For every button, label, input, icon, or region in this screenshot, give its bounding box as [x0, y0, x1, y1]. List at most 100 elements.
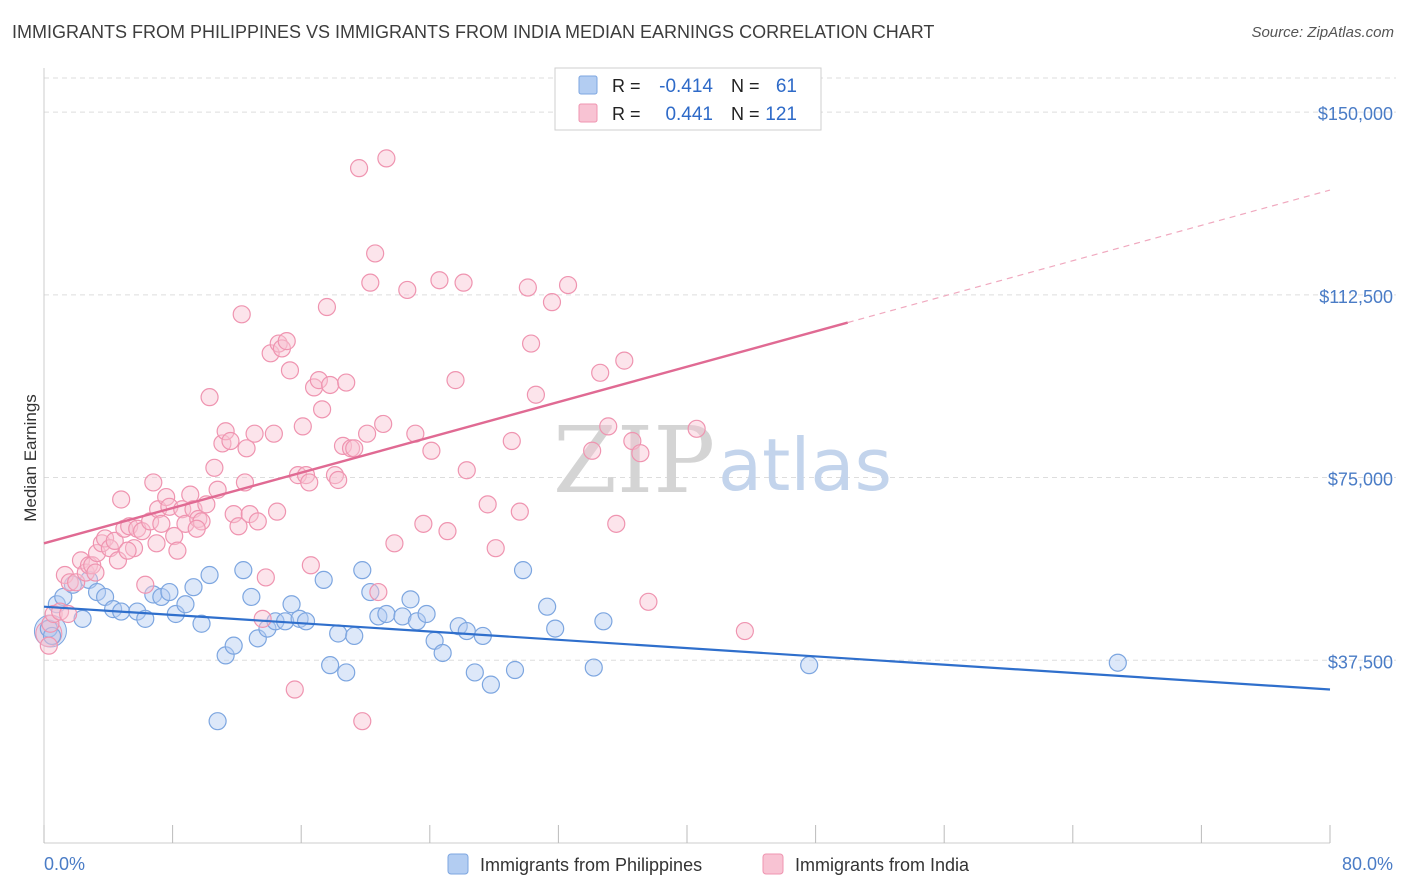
point-india — [317, 297, 337, 317]
point-india — [414, 514, 433, 533]
point-india — [430, 271, 449, 290]
stats-n-label-philippines: N = — [731, 76, 760, 96]
point-india — [301, 556, 320, 575]
stats-n-label-india: N = — [731, 104, 760, 124]
point-india — [205, 458, 224, 477]
x-tick-label-max: 80.0% — [1342, 854, 1393, 874]
point-india — [256, 568, 275, 587]
watermark-atlas: atlas — [718, 423, 892, 507]
point-india — [518, 278, 537, 297]
point-india — [187, 519, 206, 538]
point-india — [152, 514, 171, 533]
x-tick-label-min: 0.0% — [44, 854, 85, 874]
point-philippines — [160, 582, 179, 602]
point-india — [687, 419, 706, 438]
point-india — [300, 473, 319, 492]
point-india — [583, 441, 602, 460]
point-philippines — [329, 624, 348, 643]
point-india — [168, 541, 187, 560]
point-india — [502, 431, 521, 451]
point-india — [486, 539, 505, 558]
point-india — [245, 424, 264, 443]
point-philippines — [513, 561, 533, 580]
stats-swatch-philippines — [578, 75, 598, 95]
point-philippines — [546, 619, 565, 638]
point-india — [277, 332, 296, 351]
point-india — [615, 351, 634, 370]
point-india — [398, 280, 417, 300]
point-india — [369, 582, 388, 602]
point-india — [329, 470, 348, 490]
stats-legend: R = -0.414 N = 61 R = 0.441 N = 121 — [554, 67, 822, 131]
point-india — [385, 534, 404, 553]
point-india — [229, 517, 248, 536]
point-philippines — [184, 578, 203, 597]
point-india — [200, 388, 219, 407]
point-india — [366, 244, 385, 263]
legend-label-philippines: Immigrants from Philippines — [480, 855, 702, 875]
point-philippines — [584, 658, 603, 677]
point-philippines — [345, 626, 364, 646]
stats-r-label-philippines: R = — [612, 76, 641, 96]
point-philippines — [800, 656, 819, 675]
point-philippines — [457, 621, 476, 641]
point-philippines — [505, 660, 525, 680]
point-philippines — [481, 675, 500, 694]
point-india — [377, 149, 396, 168]
legend-label-india: Immigrants from India — [795, 855, 970, 875]
point-india — [457, 461, 476, 480]
trend-lines — [43, 189, 1331, 691]
point-india — [349, 159, 369, 178]
y-tick-label: $75,000 — [1328, 470, 1393, 490]
point-india — [253, 609, 272, 628]
stats-r-label-india: R = — [612, 104, 641, 124]
point-philippines — [176, 595, 195, 614]
point-india — [361, 273, 380, 292]
stats-r-value-philippines: -0.414 — [659, 76, 713, 97]
point-india — [526, 385, 545, 404]
point-india — [105, 531, 124, 550]
point-philippines — [401, 590, 420, 609]
point-india — [144, 473, 163, 492]
point-india — [280, 361, 300, 380]
watermark: ZIP atlas — [553, 407, 892, 514]
y-tick-label: $150,000 — [1318, 104, 1393, 124]
point-india — [735, 621, 754, 641]
point-india — [157, 487, 176, 507]
point-india — [558, 275, 578, 295]
point-india — [216, 422, 235, 441]
series-legend: Immigrants from Philippines Immigrants f… — [447, 853, 970, 875]
point-philippines — [224, 636, 243, 655]
point-india — [39, 636, 58, 655]
point-india — [325, 466, 345, 485]
point-india — [521, 334, 541, 353]
point-philippines — [192, 614, 211, 633]
point-philippines — [242, 587, 261, 607]
point-india — [60, 573, 79, 592]
trend-line-india-projection — [847, 189, 1331, 324]
point-india — [353, 712, 372, 731]
point-india — [285, 680, 304, 699]
point-philippines — [393, 607, 412, 626]
point-india — [345, 439, 364, 458]
point-india — [446, 371, 465, 390]
legend-swatch-india — [762, 853, 784, 875]
point-india — [232, 305, 251, 324]
point-philippines — [417, 604, 436, 624]
point-philippines — [136, 609, 155, 628]
point-india — [293, 417, 312, 436]
point-india — [86, 563, 105, 582]
point-philippines — [538, 597, 557, 616]
trend-line-india — [43, 321, 849, 545]
point-india — [591, 363, 610, 382]
stats-swatch-india — [578, 103, 598, 123]
axes: $37,500 $75,000 $112,500 $150,000 0.0% 80.0% — [43, 68, 1393, 874]
point-india — [221, 431, 240, 451]
point-india — [374, 414, 393, 434]
point-philippines — [248, 629, 267, 648]
point-philippines — [321, 656, 340, 675]
stats-r-value-india: 0.441 — [665, 104, 713, 125]
chart-title: IMMIGRANTS FROM PHILIPPINES VS IMMIGRANT… — [12, 22, 935, 42]
point-india — [41, 614, 60, 633]
point-india — [321, 375, 340, 395]
